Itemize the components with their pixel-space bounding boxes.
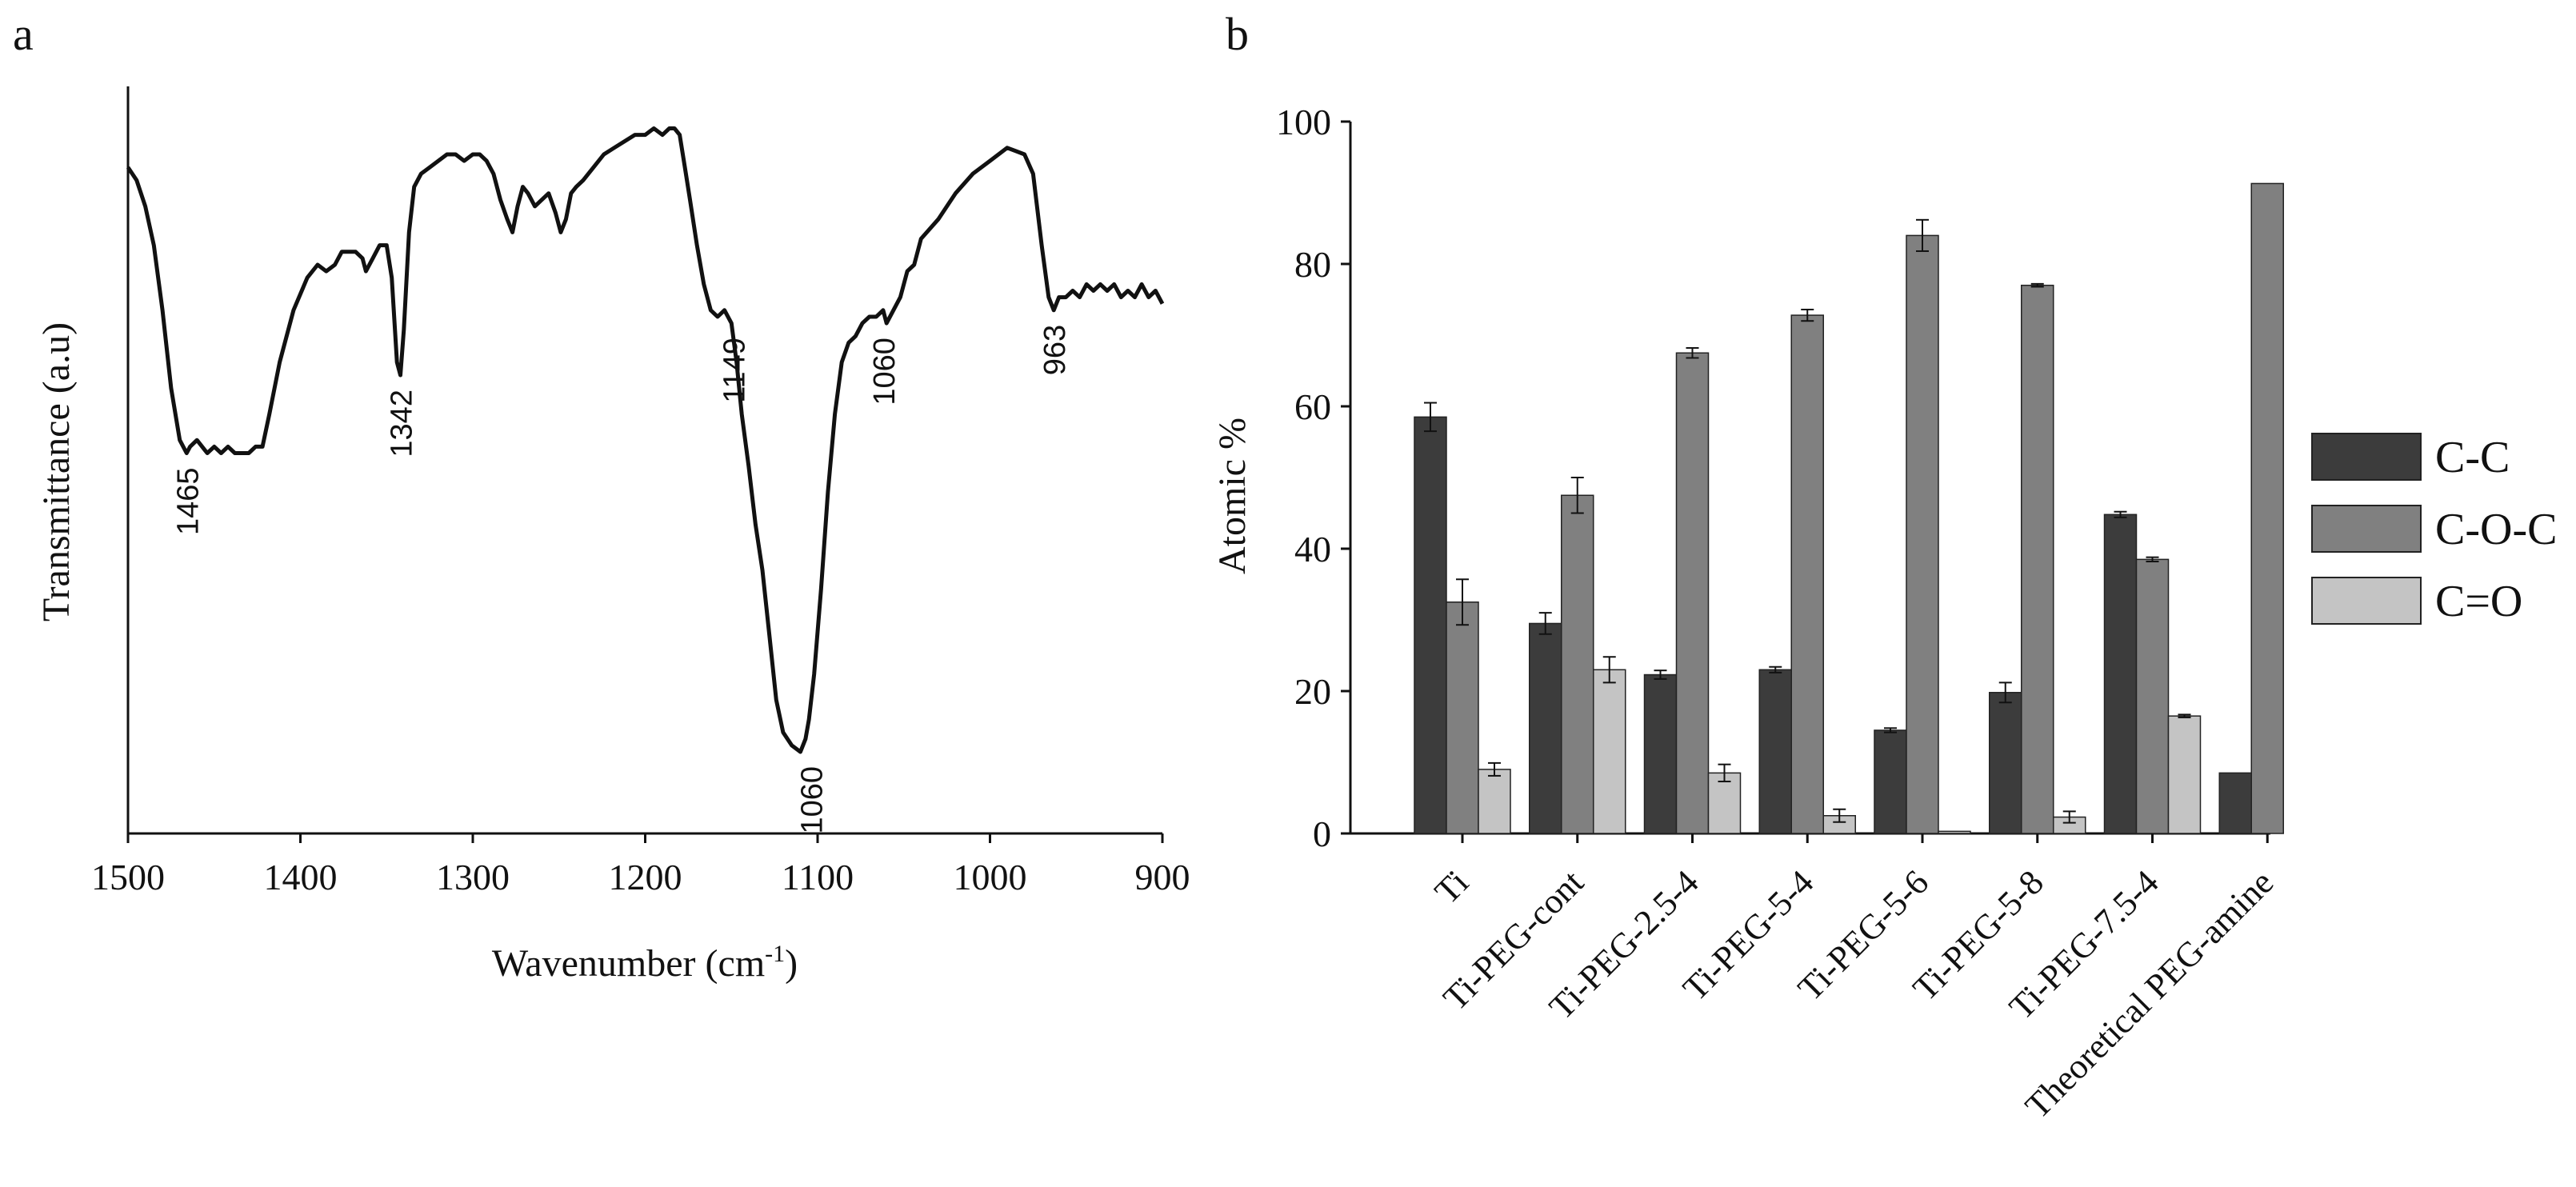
x-axis-label-close: ) — [785, 942, 798, 985]
panel-a-x-ticks: 1500 1400 1300 1200 1100 1000 900 — [91, 833, 1190, 897]
category-label: Ti — [1427, 862, 1476, 911]
bar-C=O-Ti-PEG-2.5-4 — [1707, 772, 1742, 834]
peak-label: 963 — [1038, 325, 1072, 375]
panel-b-bars — [1414, 182, 2284, 834]
panel-a-x-axis-label: Wavenumber (cm-1) — [492, 941, 798, 985]
panel-a-y-axis-label: Transmittance (a.u) — [35, 322, 78, 621]
bar-C-O-C-Theoretical PEG-amine — [2250, 182, 2284, 834]
x-tick-label: 1200 — [609, 857, 682, 897]
y-tick-label: 0 — [1313, 813, 1331, 854]
panel-b-y-ticks: 0 20 40 60 80 100 — [1276, 102, 1350, 854]
panel-b-category-labels: TiTi-PEG-contTi-PEG-2.5-4Ti-PEG-5-4Ti-PE… — [1427, 833, 2281, 1126]
bar-C-C-Ti-PEG-2.5-4 — [1643, 673, 1678, 834]
bar-C=O-Ti-PEG-5-6 — [1938, 830, 1971, 834]
peak-label: 1149 — [718, 338, 751, 403]
peak-label: 1465 — [171, 467, 205, 535]
panel-b-y-axis-label: Atomic % — [1211, 418, 1254, 574]
bar-C-O-C-Ti-PEG-5-4 — [1790, 314, 1824, 834]
legend-label: C=O — [2435, 577, 2522, 626]
legend-swatch-C-O-C — [2311, 505, 2422, 553]
bar-C-O-C-Ti-PEG-2.5-4 — [1675, 352, 1710, 834]
y-tick-label: 60 — [1294, 386, 1331, 427]
bar-C-O-C-Ti-PEG-5-8 — [2021, 284, 2054, 834]
panel-a-label: a — [13, 8, 34, 60]
legend-label: C-C — [2435, 433, 2510, 482]
panel-b-legend: C-C C-O-C C=O — [2311, 433, 2557, 626]
bar-C=O-Ti-PEG-cont — [1593, 669, 1626, 834]
bar-C=O-Ti — [1478, 769, 1511, 834]
x-tick-label: 1500 — [91, 857, 165, 897]
bar-C=O-Ti-PEG-7.5-4 — [2167, 715, 2202, 834]
bar-C-C-Theoretical PEG-amine — [2218, 772, 2252, 834]
legend-swatch-C-C — [2311, 433, 2422, 481]
legend-label: C-O-C — [2435, 505, 2557, 554]
panel-a-ftir-chart: a 1500 1400 1300 1200 1100 1000 900 1465 1342 11… — [13, 8, 1190, 985]
x-tick-label: 900 — [1135, 857, 1190, 897]
peak-label: 1342 — [385, 390, 418, 458]
bar-C-C-Ti-PEG-7.5-4 — [2103, 514, 2138, 834]
y-tick-label: 100 — [1276, 102, 1331, 142]
legend-swatch-C=O — [2311, 577, 2422, 625]
x-axis-label-superscript: -1 — [765, 941, 785, 967]
panel-a-peak-annotations: 1465 1342 1149 1060 1060 963 — [171, 325, 1072, 834]
bar-C-C-Ti-PEG-cont — [1529, 622, 1562, 834]
bar-C-C-Ti-PEG-5-4 — [1758, 669, 1792, 834]
bar-C-O-C-Ti-PEG-cont — [1561, 494, 1594, 834]
x-tick-label: 1100 — [782, 857, 854, 897]
ftir-spectrum-line — [126, 126, 1165, 754]
bar-C-C-Ti-PEG-5-8 — [1989, 692, 2022, 834]
bar-C-O-C-Ti-PEG-5-6 — [1906, 234, 1939, 834]
x-tick-label: 1400 — [264, 857, 338, 897]
y-tick-label: 40 — [1294, 529, 1331, 570]
bar-C-O-C-Ti — [1446, 601, 1479, 834]
x-axis-label-main: Wavenumber (cm — [492, 942, 765, 985]
panel-b-label: b — [1226, 8, 1249, 60]
x-tick-label: 1300 — [436, 857, 510, 897]
y-tick-label: 20 — [1294, 671, 1331, 712]
bar-C-O-C-Ti-PEG-7.5-4 — [2135, 558, 2170, 834]
bar-C-C-Ti — [1414, 416, 1447, 834]
y-tick-label: 80 — [1294, 244, 1331, 285]
x-tick-label: 1000 — [954, 857, 1027, 897]
bar-C-C-Ti-PEG-5-6 — [1874, 729, 1907, 834]
peak-label: 1060 — [868, 338, 902, 406]
panel-b-bar-chart: b 0 20 40 60 80 100 TiTi-PEG-contTi-PEG-2.5-4… — [1211, 8, 2557, 1126]
peak-label: 1060 — [795, 766, 829, 834]
